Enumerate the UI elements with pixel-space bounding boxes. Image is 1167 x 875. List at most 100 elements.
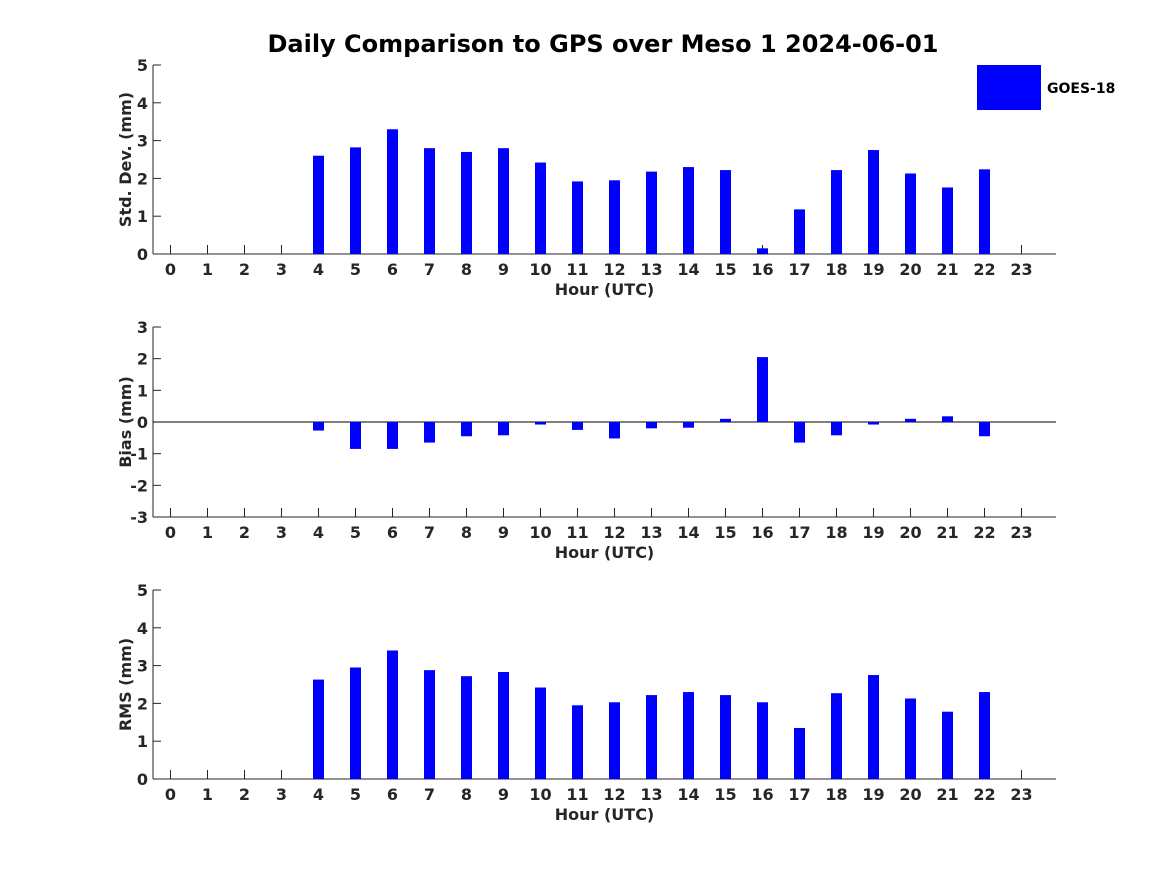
y-axis-label: Bias (mm) <box>116 376 135 468</box>
bar <box>794 209 805 254</box>
x-tick-label: 17 <box>788 523 810 542</box>
x-tick-label: 2 <box>239 260 250 279</box>
x-tick-label: 4 <box>313 260 324 279</box>
bar <box>831 422 842 436</box>
x-tick-label: 3 <box>276 260 287 279</box>
x-tick-label: 23 <box>1010 260 1032 279</box>
bar <box>424 148 435 254</box>
x-tick-label: 9 <box>498 785 509 804</box>
bar <box>979 422 990 437</box>
bar <box>498 148 509 254</box>
bar <box>387 650 398 779</box>
y-tick-label: 2 <box>137 694 148 713</box>
x-tick-label: 20 <box>899 523 921 542</box>
y-tick-label: 5 <box>137 56 148 75</box>
x-tick-label: 7 <box>424 523 435 542</box>
x-tick-label: 18 <box>825 523 847 542</box>
bar <box>831 693 842 779</box>
bar <box>424 670 435 779</box>
x-tick-label: 2 <box>239 523 250 542</box>
bar <box>609 422 620 439</box>
x-tick-label: 13 <box>640 523 662 542</box>
bar <box>868 422 879 425</box>
bar <box>535 687 546 779</box>
bar <box>572 705 583 779</box>
legend-swatch <box>977 65 1041 110</box>
x-tick-label: 10 <box>529 260 551 279</box>
bar <box>646 422 657 429</box>
bar <box>942 416 953 422</box>
bar <box>868 150 879 254</box>
bar <box>313 155 324 254</box>
y-tick-label: 0 <box>137 245 148 264</box>
x-tick-label: 17 <box>788 260 810 279</box>
x-tick-label: 19 <box>862 785 884 804</box>
x-tick-label: 12 <box>603 260 625 279</box>
x-axis-label: Hour (UTC) <box>555 280 655 299</box>
x-tick-label: 7 <box>424 260 435 279</box>
y-tick-label: 4 <box>137 619 148 638</box>
x-axis-label: Hour (UTC) <box>555 805 655 824</box>
x-tick-label: 16 <box>751 260 773 279</box>
x-tick-label: 11 <box>566 260 588 279</box>
bar <box>979 692 990 779</box>
x-tick-label: 9 <box>498 260 509 279</box>
bar <box>313 679 324 779</box>
bar <box>350 147 361 254</box>
bar <box>942 711 953 779</box>
y-axis-label: Std. Dev. (mm) <box>116 92 135 227</box>
y-tick-label: 1 <box>137 381 148 400</box>
figure-title: Daily Comparison to GPS over Meso 1 2024… <box>267 30 938 58</box>
y-tick-label: -3 <box>130 508 148 527</box>
x-tick-label: 14 <box>677 260 699 279</box>
y-tick-label: 0 <box>137 413 148 432</box>
x-tick-label: 11 <box>566 785 588 804</box>
x-tick-label: 10 <box>529 523 551 542</box>
x-tick-label: 15 <box>714 785 736 804</box>
bar <box>646 695 657 779</box>
x-tick-label: 14 <box>677 785 699 804</box>
y-tick-label: 1 <box>137 732 148 751</box>
x-tick-label: 20 <box>899 260 921 279</box>
y-tick-label: 5 <box>137 581 148 600</box>
x-tick-label: 3 <box>276 523 287 542</box>
y-tick-label: 3 <box>137 657 148 676</box>
x-tick-label: 5 <box>350 523 361 542</box>
bar <box>498 672 509 779</box>
x-tick-label: 20 <box>899 785 921 804</box>
bar <box>350 422 361 449</box>
x-tick-label: 11 <box>566 523 588 542</box>
x-tick-label: 3 <box>276 785 287 804</box>
x-tick-label: 6 <box>387 260 398 279</box>
x-tick-label: 1 <box>202 260 213 279</box>
bar <box>720 170 731 254</box>
y-tick-label: 2 <box>137 350 148 369</box>
x-tick-label: 22 <box>973 523 995 542</box>
x-tick-label: 10 <box>529 785 551 804</box>
bar <box>794 422 805 443</box>
x-tick-label: 16 <box>751 523 773 542</box>
x-tick-label: 21 <box>936 260 958 279</box>
x-tick-label: 6 <box>387 523 398 542</box>
x-tick-label: 2 <box>239 785 250 804</box>
bar <box>942 187 953 254</box>
x-tick-label: 1 <box>202 785 213 804</box>
x-tick-label: 1 <box>202 523 213 542</box>
x-tick-label: 19 <box>862 260 884 279</box>
bar <box>831 170 842 254</box>
x-tick-label: 16 <box>751 785 773 804</box>
x-tick-label: 0 <box>165 260 176 279</box>
bar <box>905 698 916 779</box>
legend: GOES-18 <box>977 65 1115 110</box>
x-tick-label: 13 <box>640 260 662 279</box>
x-tick-label: 14 <box>677 523 699 542</box>
y-tick-label: -2 <box>130 476 148 495</box>
x-tick-label: 23 <box>1010 523 1032 542</box>
bar <box>609 702 620 779</box>
x-tick-label: 18 <box>825 785 847 804</box>
x-tick-label: 5 <box>350 785 361 804</box>
x-tick-label: 17 <box>788 785 810 804</box>
y-tick-label: 2 <box>137 169 148 188</box>
x-tick-label: 19 <box>862 523 884 542</box>
